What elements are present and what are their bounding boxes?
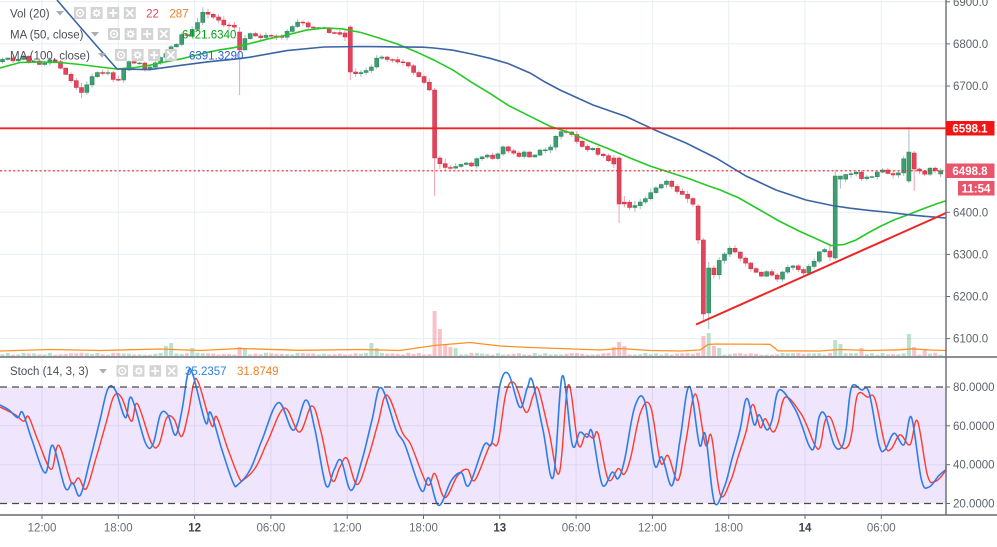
svg-text:60.0000: 60.0000 bbox=[953, 421, 995, 433]
svg-text:6100.0: 6100.0 bbox=[953, 334, 988, 346]
svg-text:MA (100, close): MA (100, close) bbox=[10, 51, 90, 63]
svg-text:6300.0: 6300.0 bbox=[953, 249, 988, 261]
svg-text:20.0000: 20.0000 bbox=[953, 499, 995, 511]
svg-text:12: 12 bbox=[188, 523, 201, 535]
svg-text:06:00: 06:00 bbox=[867, 523, 896, 535]
svg-text:31.8749: 31.8749 bbox=[237, 366, 279, 378]
svg-text:6421.6340: 6421.6340 bbox=[182, 30, 236, 42]
svg-text:6800.0: 6800.0 bbox=[953, 39, 988, 51]
svg-text:6498.8: 6498.8 bbox=[952, 166, 988, 178]
svg-text:14: 14 bbox=[799, 523, 812, 535]
svg-text:11:54: 11:54 bbox=[962, 183, 991, 195]
svg-text:18:00: 18:00 bbox=[409, 523, 438, 535]
svg-text:18:00: 18:00 bbox=[714, 523, 743, 535]
svg-text:18:00: 18:00 bbox=[104, 523, 133, 535]
svg-text:13: 13 bbox=[493, 523, 506, 535]
svg-text:287: 287 bbox=[169, 9, 188, 21]
svg-text:6700.0: 6700.0 bbox=[953, 81, 988, 93]
svg-text:40.0000: 40.0000 bbox=[953, 460, 995, 472]
svg-text:6400.0: 6400.0 bbox=[953, 207, 988, 219]
svg-text:MA (50, close): MA (50, close) bbox=[10, 30, 84, 42]
svg-text:22: 22 bbox=[146, 9, 159, 21]
svg-text:12:00: 12:00 bbox=[638, 523, 667, 535]
svg-text:06:00: 06:00 bbox=[562, 523, 591, 535]
svg-text:12:00: 12:00 bbox=[28, 523, 57, 535]
svg-text:06:00: 06:00 bbox=[257, 523, 286, 535]
svg-text:Stoch (14, 3, 3): Stoch (14, 3, 3) bbox=[10, 366, 89, 378]
svg-text:80.0000: 80.0000 bbox=[953, 382, 995, 394]
svg-text:6598.1: 6598.1 bbox=[952, 123, 988, 135]
svg-text:35.2357: 35.2357 bbox=[185, 366, 227, 378]
svg-text:12:00: 12:00 bbox=[333, 523, 362, 535]
svg-text:6391.3290: 6391.3290 bbox=[189, 51, 243, 63]
svg-text:6200.0: 6200.0 bbox=[953, 292, 988, 304]
svg-text:6900.0: 6900.0 bbox=[953, 0, 988, 9]
svg-text:Vol (20): Vol (20) bbox=[10, 9, 50, 21]
